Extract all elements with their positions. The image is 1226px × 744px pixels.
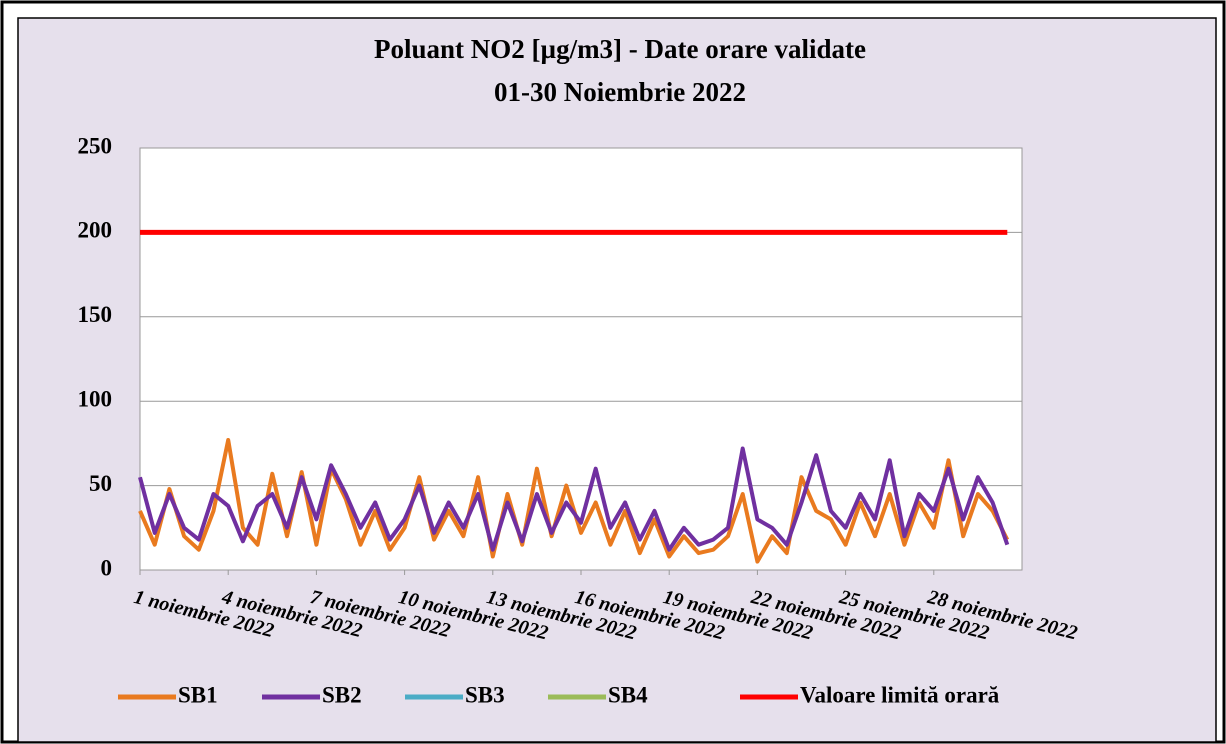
legend-label: SB4 <box>608 682 648 707</box>
y-tick-label: 100 <box>78 386 113 411</box>
series-line <box>138 446 1010 552</box>
legend-label: SB2 <box>322 682 362 707</box>
chart-subtitle: 01-30 Noiembrie 2022 <box>494 77 746 107</box>
legend-label: Valoare limită orară <box>800 682 1000 707</box>
y-tick-label: 150 <box>78 302 113 327</box>
y-tick-label: 50 <box>89 471 112 496</box>
legend-label: SB3 <box>465 682 505 707</box>
plot-area <box>139 147 1023 571</box>
legend-label: SB1 <box>178 682 218 707</box>
y-tick-label: 200 <box>78 218 113 243</box>
chart-title: Poluant NO2 [µg/m3] - Date orare validat… <box>374 34 866 64</box>
y-tick-label: 250 <box>78 133 113 158</box>
y-tick-label: 0 <box>101 555 113 580</box>
